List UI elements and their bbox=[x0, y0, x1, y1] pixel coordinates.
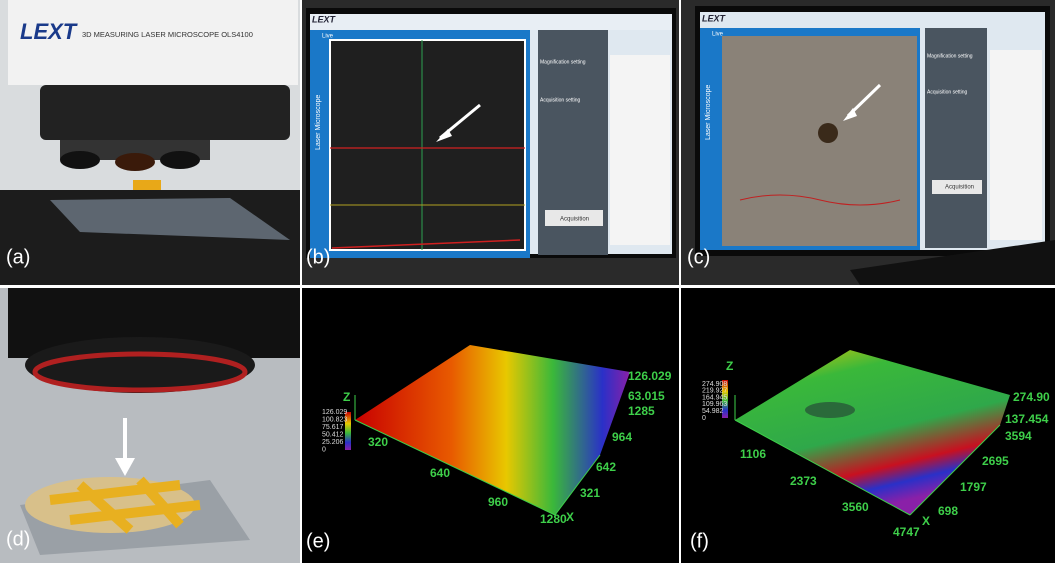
legend-tick: 50.412 bbox=[322, 431, 344, 438]
panel-label: (e) bbox=[306, 530, 330, 552]
panel-f: Z X (f) bbox=[681, 288, 1055, 563]
panel-label: (f) bbox=[690, 530, 709, 552]
screen-text: Acquisition bbox=[945, 185, 974, 191]
screen-text: Acquisition bbox=[560, 217, 589, 223]
y-tick: 3594 bbox=[1005, 429, 1032, 443]
legend-tick: 25.206 bbox=[322, 439, 344, 446]
brand: LEXT bbox=[312, 14, 337, 24]
legend-tick: 126.029 bbox=[322, 409, 347, 416]
z-tick: 137.454 bbox=[1005, 412, 1049, 426]
x-tick: 1106 bbox=[740, 447, 766, 461]
y-tick: 2695 bbox=[982, 454, 1009, 468]
z-tick: 126.029 bbox=[628, 369, 672, 383]
screen-text: Magnification setting bbox=[540, 59, 586, 65]
x-tick: 4747 bbox=[893, 525, 920, 539]
panel-label: (b) bbox=[306, 246, 330, 268]
y-tick: 964 bbox=[612, 430, 632, 444]
panel-label: (a) bbox=[6, 246, 30, 268]
panel-d: (d) bbox=[0, 288, 300, 563]
x-tick: 3560 bbox=[842, 500, 869, 514]
y-tick: 698 bbox=[938, 504, 958, 518]
legend-tick: 75.617 bbox=[322, 424, 344, 431]
figure: LEXT 3D MEASURING LASER MICROSCOPE OLS41… bbox=[0, 0, 1055, 563]
legend-tick: 0 bbox=[322, 446, 326, 453]
panel-a: LEXT 3D MEASURING LASER MICROSCOPE OLS41… bbox=[0, 0, 300, 285]
axis-label: Z bbox=[726, 359, 733, 373]
legend-tick: 100.823 bbox=[322, 416, 347, 423]
screen-text: Laser Microscope bbox=[705, 85, 712, 140]
legend-tick: 0 bbox=[702, 415, 706, 422]
y-tick: 1285 bbox=[628, 404, 655, 418]
x-tick: 640 bbox=[430, 466, 450, 480]
brand: LEXT bbox=[20, 19, 78, 44]
caption: 3D MEASURING LASER MICROSCOPE OLS4100 bbox=[82, 30, 253, 39]
panel-label: (c) bbox=[687, 246, 710, 268]
brand: LEXT bbox=[702, 13, 727, 23]
y-tick: 321 bbox=[580, 486, 600, 500]
panel-c: LEXT Live Laser Microscope Magnification… bbox=[681, 0, 1055, 285]
screen-text: Acquisition setting bbox=[540, 97, 581, 103]
panel-e: Z X (e) bbox=[302, 288, 679, 563]
x-tick: 1280 bbox=[540, 512, 567, 526]
screen-text: Live bbox=[712, 32, 724, 38]
screen-text: Acquisition setting bbox=[927, 89, 968, 95]
x-tick: 2373 bbox=[790, 474, 817, 488]
x-tick: 320 bbox=[368, 435, 388, 449]
screen-text: Laser Microscope bbox=[315, 95, 322, 150]
screen-text: Magnification setting bbox=[927, 53, 973, 59]
z-tick: 63.015 bbox=[628, 389, 665, 403]
screen-text: Live bbox=[322, 34, 334, 40]
y-tick: 1797 bbox=[960, 480, 987, 494]
axis-label: X bbox=[566, 510, 574, 524]
axis-label: X bbox=[922, 514, 930, 528]
axis-label: Z bbox=[343, 390, 350, 404]
panel-b: LEXT Live Laser Microscope Magnification… bbox=[302, 0, 679, 285]
y-tick: 642 bbox=[596, 460, 616, 474]
x-tick: 960 bbox=[488, 495, 508, 509]
panel-label: (d) bbox=[6, 528, 30, 550]
z-tick: 274.90 bbox=[1013, 390, 1050, 404]
